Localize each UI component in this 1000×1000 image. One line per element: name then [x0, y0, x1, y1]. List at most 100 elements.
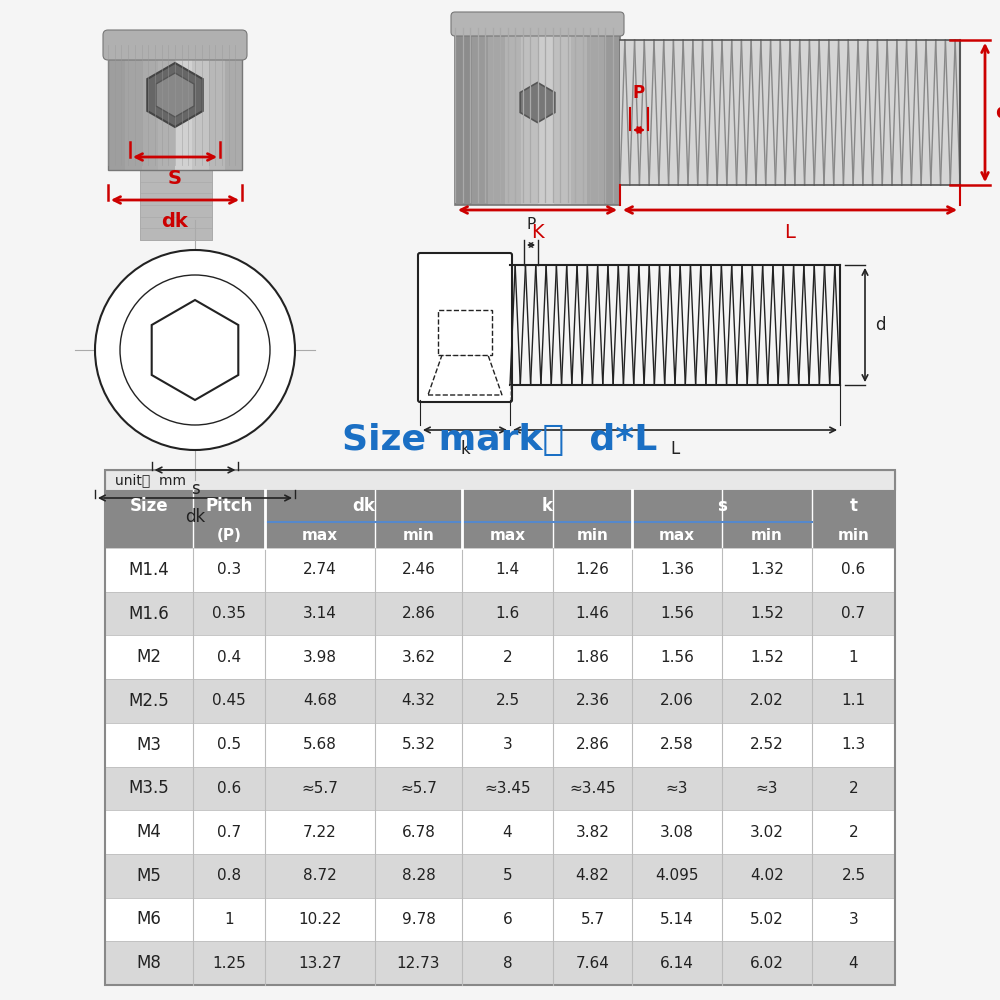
- Text: 1.36: 1.36: [660, 562, 694, 577]
- Text: S: S: [168, 169, 182, 188]
- Text: 0.6: 0.6: [841, 562, 866, 577]
- Bar: [108, 40, 125, 170]
- Ellipse shape: [120, 275, 270, 425]
- Text: unit：  mm: unit： mm: [115, 473, 186, 487]
- Bar: [488, 20, 505, 205]
- Bar: [108, 40, 242, 170]
- Text: 3: 3: [849, 912, 858, 927]
- Bar: [158, 40, 175, 170]
- Text: 0.4: 0.4: [217, 650, 241, 665]
- Text: 3.62: 3.62: [402, 650, 436, 665]
- Text: Size mark：  d*L: Size mark： d*L: [342, 423, 658, 457]
- Text: 1.25: 1.25: [212, 956, 246, 971]
- Text: s: s: [717, 497, 727, 515]
- Ellipse shape: [95, 250, 295, 450]
- Text: 2: 2: [849, 781, 858, 796]
- Text: 7.22: 7.22: [303, 825, 337, 840]
- Text: 2.36: 2.36: [576, 693, 610, 708]
- Text: 2.52: 2.52: [750, 737, 784, 752]
- Text: K: K: [531, 223, 543, 242]
- Text: 3.98: 3.98: [303, 650, 337, 665]
- Text: 1.26: 1.26: [576, 562, 609, 577]
- Bar: [105, 548, 895, 592]
- Polygon shape: [438, 310, 492, 355]
- Bar: [620, 40, 960, 185]
- Text: 1.46: 1.46: [576, 606, 609, 621]
- Text: 1: 1: [224, 912, 234, 927]
- Text: 2.86: 2.86: [402, 606, 435, 621]
- Text: 12.73: 12.73: [397, 956, 440, 971]
- Text: L: L: [785, 223, 795, 242]
- Bar: [554, 20, 570, 205]
- Bar: [142, 40, 158, 170]
- Text: 5.02: 5.02: [750, 912, 784, 927]
- Text: M2.5: M2.5: [129, 692, 169, 710]
- Text: M8: M8: [137, 954, 161, 972]
- Text: k: k: [460, 440, 470, 458]
- Text: 2: 2: [503, 650, 512, 665]
- Text: min: min: [838, 528, 869, 542]
- Text: 3: 3: [503, 737, 512, 752]
- Text: 1.1: 1.1: [841, 693, 866, 708]
- Bar: [455, 20, 620, 205]
- Text: 9.78: 9.78: [402, 912, 435, 927]
- Text: M6: M6: [137, 910, 161, 928]
- Text: (P): (P): [217, 528, 241, 542]
- Text: 1.32: 1.32: [750, 562, 784, 577]
- Bar: [105, 592, 895, 635]
- Bar: [105, 854, 895, 898]
- Text: 4: 4: [849, 956, 858, 971]
- Text: ≈5.7: ≈5.7: [400, 781, 437, 796]
- Bar: [570, 20, 587, 205]
- Text: 2.86: 2.86: [576, 737, 609, 752]
- FancyBboxPatch shape: [451, 12, 624, 36]
- Text: 2.5: 2.5: [841, 868, 866, 883]
- Text: dk: dk: [162, 212, 188, 231]
- Text: 7.64: 7.64: [576, 956, 609, 971]
- Text: ≈3: ≈3: [666, 781, 688, 796]
- Text: 5.32: 5.32: [402, 737, 435, 752]
- Text: 0.45: 0.45: [212, 693, 246, 708]
- Text: M1.6: M1.6: [129, 605, 169, 623]
- Text: 1.52: 1.52: [750, 606, 784, 621]
- Text: 2.06: 2.06: [660, 693, 694, 708]
- Bar: [105, 522, 895, 548]
- Text: min: min: [577, 528, 608, 542]
- Text: 1.4: 1.4: [495, 562, 520, 577]
- Bar: [192, 40, 208, 170]
- Text: 0.8: 0.8: [217, 868, 241, 883]
- Text: 4.02: 4.02: [750, 868, 784, 883]
- Bar: [521, 20, 538, 205]
- Text: 5.14: 5.14: [660, 912, 694, 927]
- Bar: [538, 20, 554, 205]
- Bar: [604, 20, 620, 205]
- Text: 3.82: 3.82: [576, 825, 609, 840]
- Bar: [455, 20, 472, 205]
- Bar: [587, 20, 604, 205]
- Text: 4.095: 4.095: [655, 868, 699, 883]
- Text: t: t: [850, 497, 858, 515]
- Bar: [472, 20, 488, 205]
- Text: 1.86: 1.86: [576, 650, 609, 665]
- Bar: [105, 470, 895, 985]
- Text: P: P: [526, 217, 536, 232]
- Text: 8.28: 8.28: [402, 868, 435, 883]
- Bar: [225, 40, 242, 170]
- Text: M3.5: M3.5: [129, 779, 169, 797]
- Text: ≈5.7: ≈5.7: [302, 781, 338, 796]
- Text: M2: M2: [136, 648, 162, 666]
- Text: 5: 5: [503, 868, 512, 883]
- Text: ≈3: ≈3: [756, 781, 778, 796]
- Text: 5.68: 5.68: [303, 737, 337, 752]
- Text: 4.32: 4.32: [402, 693, 435, 708]
- Text: 2.58: 2.58: [660, 737, 694, 752]
- Text: k: k: [542, 497, 552, 515]
- Text: 1.56: 1.56: [660, 606, 694, 621]
- Text: 0.6: 0.6: [217, 781, 241, 796]
- Text: 1.3: 1.3: [841, 737, 866, 752]
- Text: P: P: [633, 84, 645, 102]
- Text: M1.4: M1.4: [129, 561, 169, 579]
- Text: 0.3: 0.3: [217, 562, 241, 577]
- Bar: [105, 723, 895, 766]
- Text: 13.27: 13.27: [298, 956, 342, 971]
